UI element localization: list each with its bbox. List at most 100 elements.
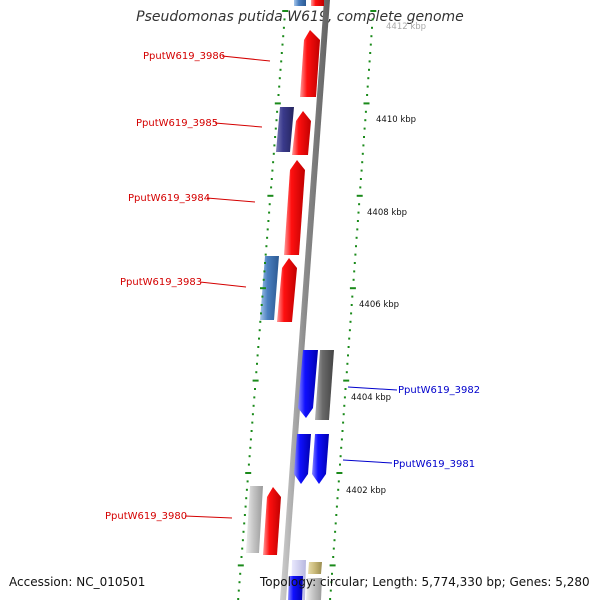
tick-mark [345,371,348,374]
tick-mark [251,421,254,424]
gene-label-3986: PputW619_3986 [143,51,225,62]
tick-mark [352,278,355,281]
tick-mark [353,270,356,273]
tick-mark [342,413,345,416]
tick-mark [348,329,351,332]
gene-label-3983: PputW619_3983 [120,277,202,288]
cds-PputW619_3983 [277,258,297,322]
tick-mark [361,152,364,155]
tick-mark [270,186,273,189]
tick-mark [329,598,332,600]
tick-mark [246,480,249,483]
tick-mark [347,346,350,348]
kbp-labels: 4412 kbp 4410 kbp 4408 kbp 4406 kbp 4404… [346,22,426,496]
tick-mark [254,388,256,390]
cds-bottom-blue [288,576,303,600]
tick-mark [336,472,343,474]
tick-mark [248,455,251,458]
tick-mark [356,220,359,222]
tick-mark [331,572,333,575]
tick-mark [330,581,333,584]
leader-3985 [214,122,263,128]
tick-mark [249,438,252,441]
tick-mark [363,136,365,138]
tick-mark [251,413,254,416]
kbp-label-4406: 4406 kbp [359,300,399,310]
tick-mark [260,304,263,306]
tick-mark [368,68,370,71]
tick-mark [356,228,359,231]
tick-mark [334,522,337,525]
tick-mark [366,94,369,96]
tick-mark [277,94,280,96]
tick-mark [355,236,358,239]
topology-label: Topology: circular; Length: 5,774,330 bp… [260,575,590,589]
tick-mark [249,446,252,449]
tick-mark [276,110,279,113]
tick-mark [278,77,281,80]
tick-mark [240,556,243,558]
tick-mark [279,68,282,71]
tick-mark [364,119,367,122]
tick-mark [253,396,256,399]
tick-mark [342,421,345,424]
cds-top-red [311,0,324,6]
tick-mark [274,136,277,138]
tick-mark [245,497,248,500]
tick-mark [340,446,343,449]
gene-label-3980: PputW619_3980 [105,511,187,522]
tick-mark [261,295,264,298]
tick-mark [332,547,335,550]
leader-3983 [199,281,247,288]
tick-mark [341,430,344,432]
tick-mark [268,211,271,214]
tick-mark [340,438,343,441]
tick-mark [256,362,258,365]
tick-mark [273,144,276,147]
leader-3981 [342,459,393,464]
cds-PputW619_3980 [263,487,281,555]
tick-mark [370,10,377,12]
cds-bottom-khaki [308,562,322,574]
tick-mark [357,211,360,214]
tick-mark [359,186,362,189]
tick-mark [256,354,259,357]
tick-mark [272,161,275,164]
tick-mark [339,455,342,458]
gene-leader-lines [184,55,398,519]
tick-mark [252,404,255,407]
cds-PputW619_3982-grey [315,350,334,420]
tick-mark [361,161,364,164]
cds-PputW619_3982 [298,350,318,418]
tick-mark [348,337,351,340]
cds-PputW619_3985-navy [276,107,294,152]
tick-mark [282,26,285,29]
tick-mark [350,312,353,315]
tick-mark [244,505,247,508]
tick-mark [335,514,338,516]
tick-mark [350,304,353,306]
tick-mark [336,497,339,500]
tick-mark [278,85,281,88]
tick-mark [349,320,352,323]
tick-mark [353,262,356,264]
leader-3980 [184,515,233,519]
tick-mark [337,488,340,491]
tick-mark [351,295,354,298]
tick-mark [270,178,273,180]
tick-mark [258,337,260,340]
cds-top-steel [294,0,306,6]
tick-mark [267,194,274,197]
tick-mark [367,77,370,80]
tick-mark [363,127,366,130]
tick-mark [260,312,262,315]
genome-backbone [280,0,330,600]
cds-PputW619_3984 [284,160,305,255]
gene-features [246,0,334,600]
tick-mark [281,43,284,46]
tick-mark [364,110,367,113]
leader-3984 [206,197,256,203]
tick-mark [335,505,338,508]
cds-PputW619_3981 [312,434,329,484]
tick-mark [359,178,362,180]
